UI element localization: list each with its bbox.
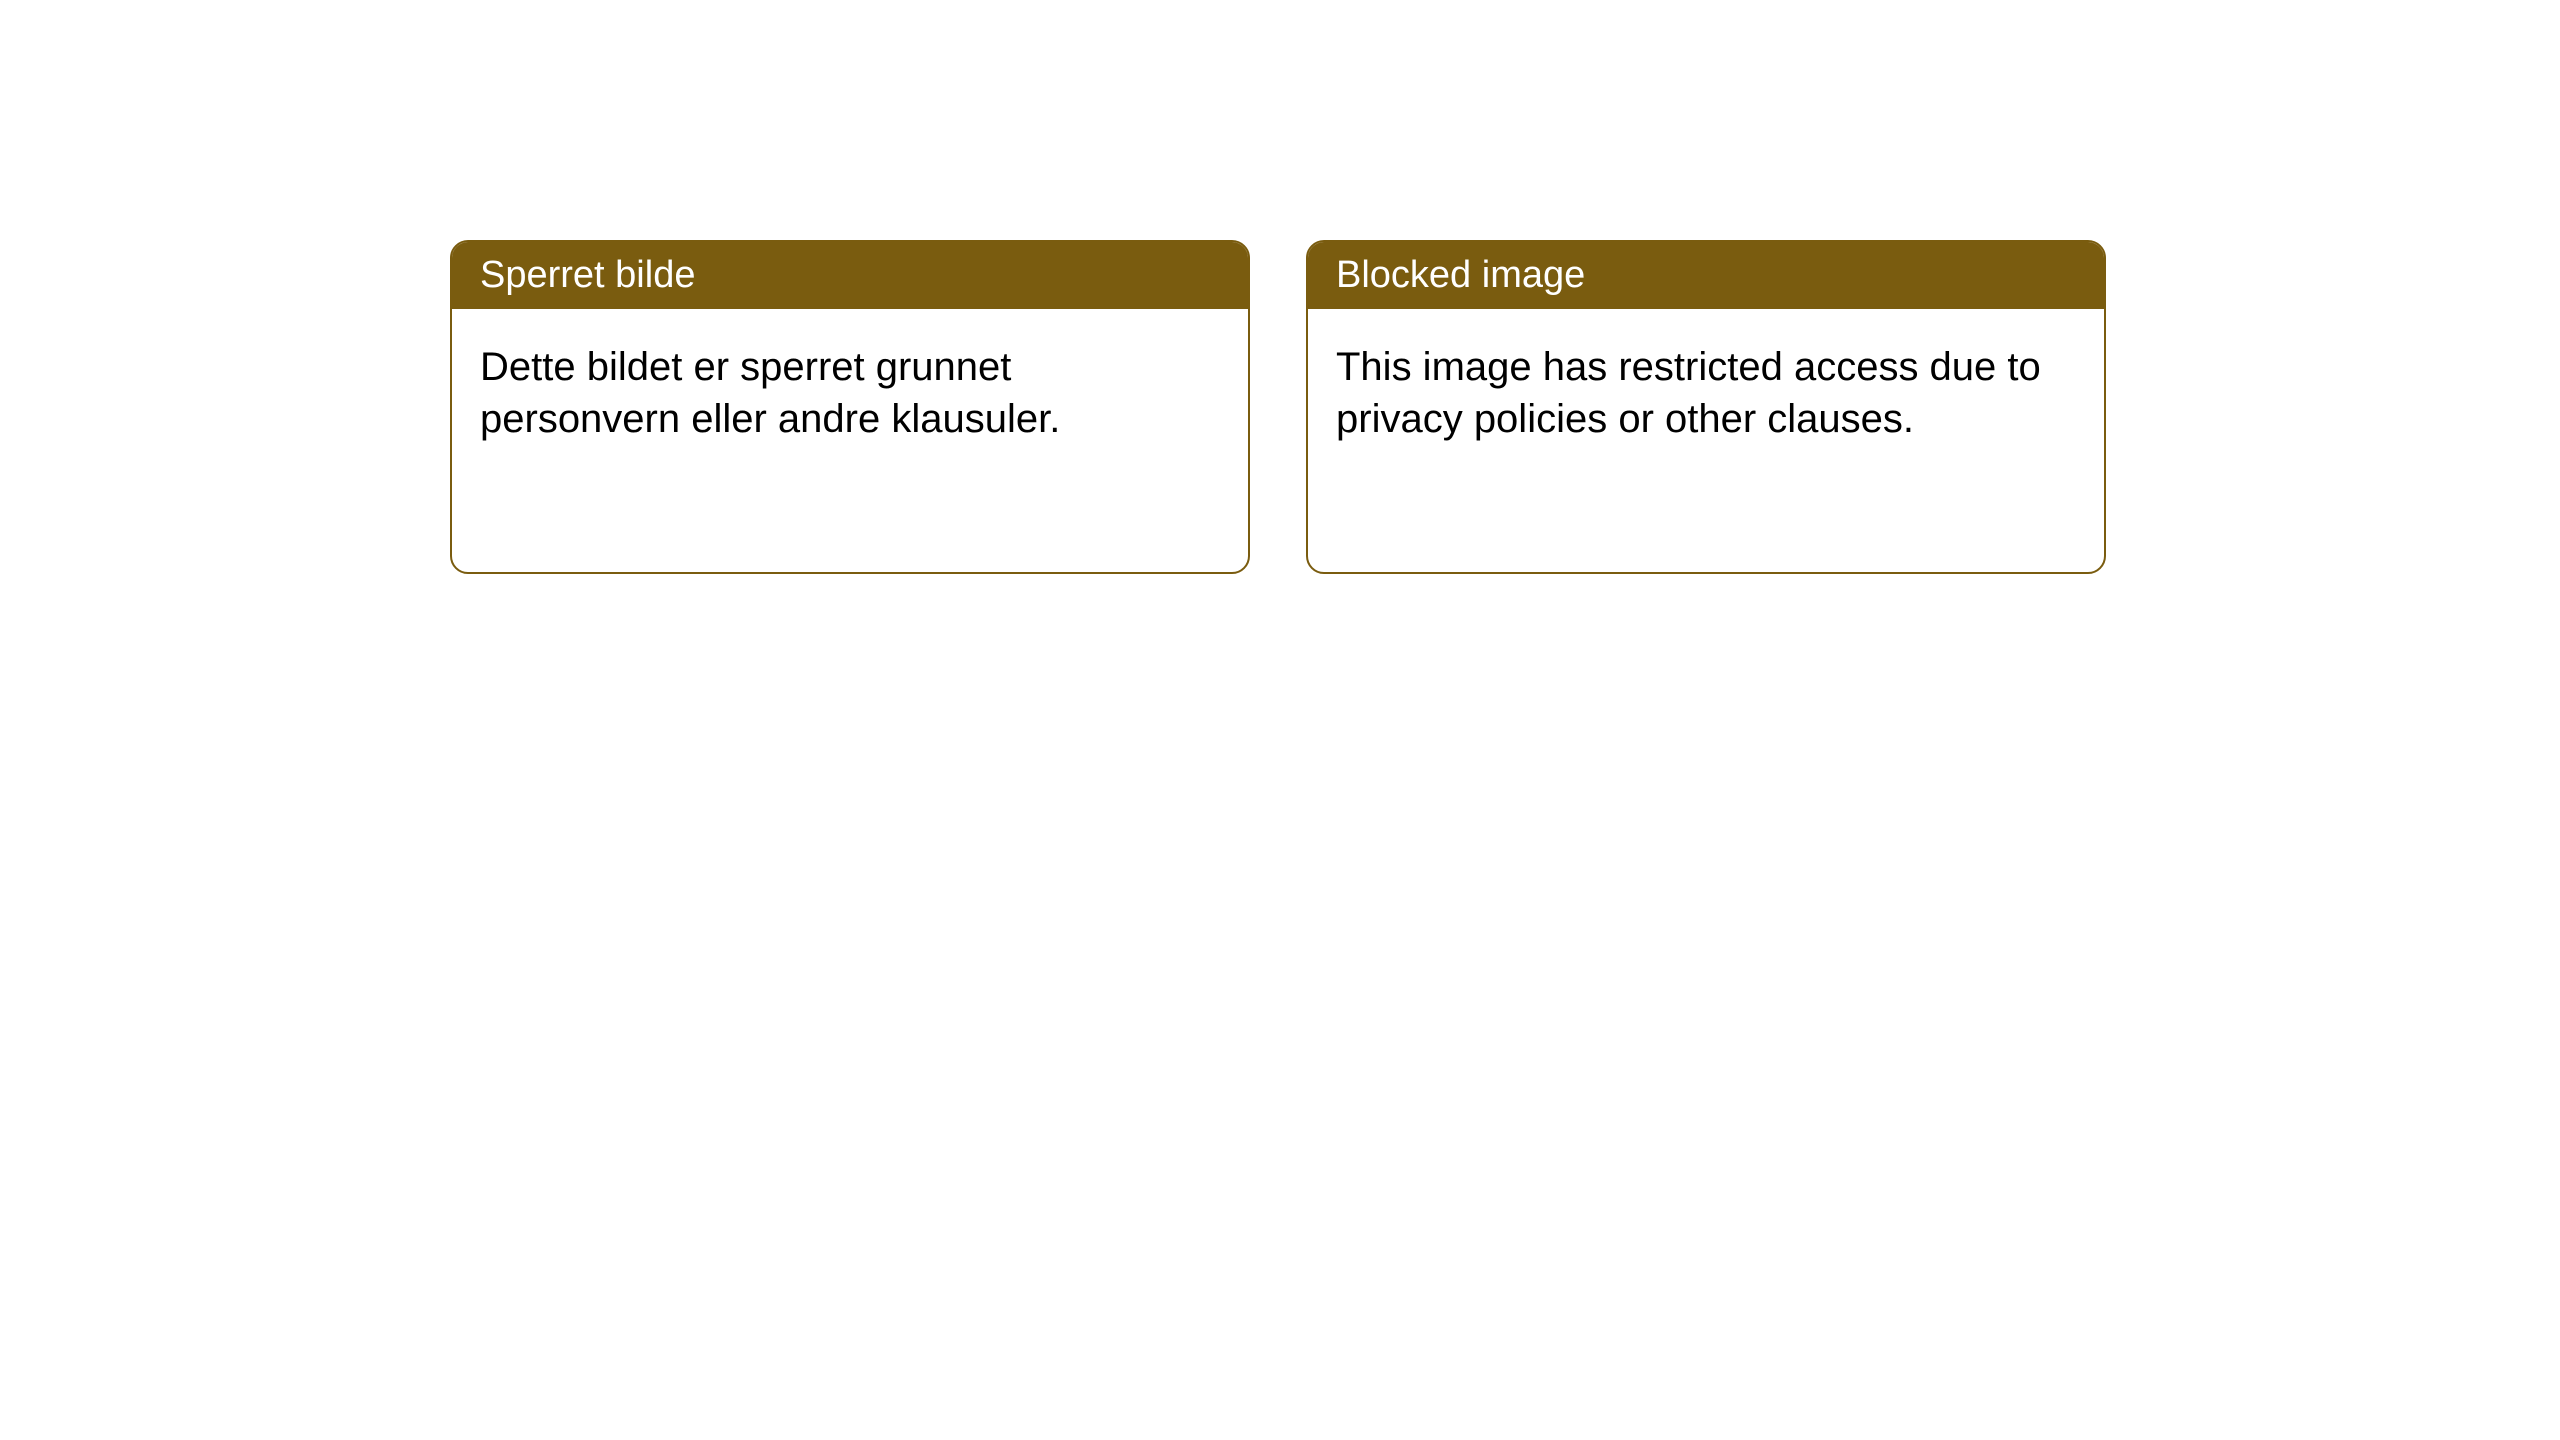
card-body: Dette bildet er sperret grunnet personve… <box>452 309 1248 477</box>
card-header: Blocked image <box>1308 242 2104 309</box>
blocked-image-card-en: Blocked image This image has restricted … <box>1306 240 2106 574</box>
card-body: This image has restricted access due to … <box>1308 309 2104 477</box>
blocked-image-card-no: Sperret bilde Dette bildet er sperret gr… <box>450 240 1250 574</box>
notice-container: Sperret bilde Dette bildet er sperret gr… <box>0 0 2560 574</box>
card-header: Sperret bilde <box>452 242 1248 309</box>
